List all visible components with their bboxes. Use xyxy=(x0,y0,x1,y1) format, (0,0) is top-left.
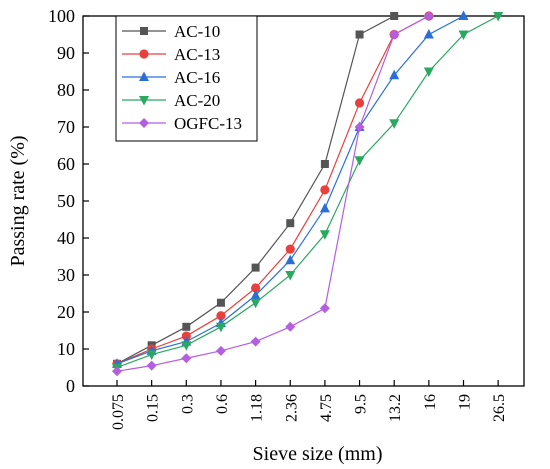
y-tick-label: 40 xyxy=(57,228,75,248)
data-point xyxy=(250,336,261,347)
data-point xyxy=(251,263,260,272)
legend-label: AC-13 xyxy=(174,45,220,64)
legend-marker xyxy=(139,118,149,128)
data-point xyxy=(493,12,504,22)
series-ac-20 xyxy=(112,12,504,373)
legend-item-ac-16: AC-16 xyxy=(122,68,220,87)
data-point xyxy=(285,321,296,332)
x-tick-label: 0.075 xyxy=(110,394,127,430)
data-point xyxy=(389,69,400,80)
y-tick-label: 10 xyxy=(57,339,75,359)
y-axis-title: Passing rate (%) xyxy=(7,135,29,266)
data-point xyxy=(285,254,296,265)
data-point xyxy=(285,271,296,281)
legend-label: AC-16 xyxy=(174,68,220,87)
series-line xyxy=(116,15,499,369)
data-point xyxy=(181,353,192,364)
x-tick-label: 13.2 xyxy=(387,394,404,422)
legend-marker xyxy=(140,27,148,35)
data-point xyxy=(250,289,261,300)
data-point xyxy=(181,341,192,351)
legend-item-ac-13: AC-13 xyxy=(122,45,220,64)
x-tick-label: 19 xyxy=(457,394,474,410)
data-point xyxy=(319,202,330,213)
data-point xyxy=(458,10,469,20)
legend-item-ac-10: AC-10 xyxy=(122,22,220,41)
y-tick-label: 20 xyxy=(57,302,75,322)
x-tick-label: 1.18 xyxy=(249,394,266,422)
data-point xyxy=(354,98,365,108)
data-point xyxy=(216,311,226,321)
legend-label: OGFC-13 xyxy=(174,114,242,133)
data-point xyxy=(354,122,365,132)
y-tick-label: 70 xyxy=(57,117,75,137)
y-tick-label: 100 xyxy=(48,6,75,26)
data-point xyxy=(215,322,226,333)
series-line xyxy=(116,15,430,372)
data-point xyxy=(355,30,364,39)
data-point xyxy=(285,244,295,254)
y-tick-label: 80 xyxy=(57,80,75,100)
x-tick-label: 0.6 xyxy=(214,394,231,414)
data-point xyxy=(319,303,330,314)
x-axis-title: Sieve size (mm) xyxy=(253,443,383,465)
data-point xyxy=(423,11,434,21)
legend-marker xyxy=(139,71,149,81)
x-tick-label: 26.5 xyxy=(491,394,508,422)
data-point xyxy=(251,283,261,293)
series-ogfc-13 xyxy=(112,11,434,377)
legend-label: AC-10 xyxy=(174,22,220,41)
data-point xyxy=(146,350,157,361)
data-point xyxy=(181,331,191,341)
legend-marker xyxy=(139,96,149,106)
data-point xyxy=(182,322,191,331)
data-point xyxy=(146,360,157,371)
data-point xyxy=(389,119,400,129)
data-point xyxy=(320,185,330,195)
y-tick-label: 60 xyxy=(57,154,75,174)
legend-label: AC-20 xyxy=(174,91,220,110)
y-tick-label: 90 xyxy=(57,43,75,63)
y-tick-label: 30 xyxy=(57,265,75,285)
data-point xyxy=(216,298,225,307)
data-point xyxy=(423,29,434,39)
data-point xyxy=(320,160,329,168)
data-point xyxy=(389,29,400,40)
data-point xyxy=(458,30,469,40)
data-point xyxy=(215,345,226,356)
data-point xyxy=(112,366,122,377)
legend-box xyxy=(115,15,258,142)
x-tick-label: 9.5 xyxy=(353,394,370,414)
axes-layer: 0 10 20 30 40 50 60 70 80 90 100 0.075 0.15 0.3 0.6 1.1… xyxy=(48,6,508,430)
x-tick-label: 0.3 xyxy=(179,394,196,414)
data-point xyxy=(250,298,261,309)
data-point xyxy=(319,230,330,240)
data-point xyxy=(286,219,295,228)
x-tick-label: 16 xyxy=(422,394,439,410)
legend-item-ogfc-13: OGFC-13 xyxy=(122,114,242,133)
y-tick-label: 50 xyxy=(57,191,75,211)
series-layer xyxy=(112,10,504,377)
data-point xyxy=(354,156,365,166)
y-tick-label: 0 xyxy=(66,376,75,396)
x-tick-label: 2.36 xyxy=(283,394,300,422)
data-point xyxy=(390,12,399,20)
legend: AC-10 AC-13 AC-16 AC-20 OGFC-13 xyxy=(115,15,258,142)
data-point xyxy=(423,67,434,77)
series-line xyxy=(116,15,430,365)
x-tick-label: 4.75 xyxy=(318,394,335,422)
legend-marker xyxy=(139,49,149,59)
legend-item-ac-20: AC-20 xyxy=(122,91,220,110)
x-tick-label: 0.15 xyxy=(145,394,162,422)
